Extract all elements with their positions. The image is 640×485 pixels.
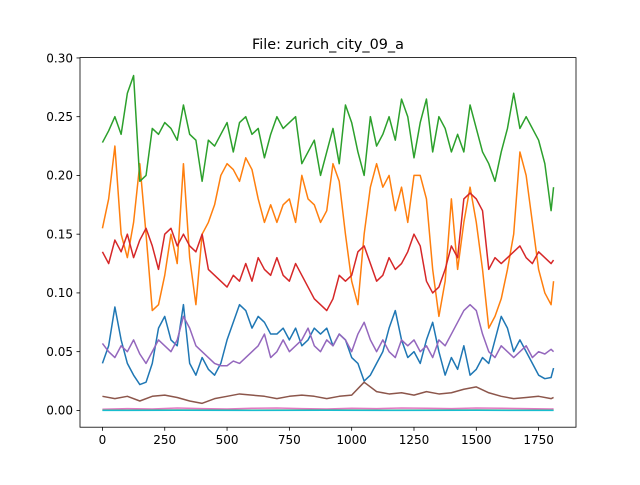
x-tick-label: 250 <box>153 433 176 447</box>
x-tick-label: 1250 <box>399 433 430 447</box>
x-tick-label: 500 <box>216 433 239 447</box>
y-tick-label: 0.20 <box>46 169 73 183</box>
chart-title: File: zurich_city_09_a <box>252 37 404 53</box>
y-tick-label: 0.15 <box>46 227 73 241</box>
y-tick-label: 0.25 <box>46 110 73 124</box>
y-tick-label: 0.00 <box>46 404 73 418</box>
x-tick-label: 1000 <box>336 433 367 447</box>
x-tick-label: 1500 <box>461 433 492 447</box>
y-tick-label: 0.30 <box>46 51 73 65</box>
x-tick-label: 0 <box>99 433 107 447</box>
y-tick-label: 0.05 <box>46 345 73 359</box>
x-tick-label: 750 <box>278 433 301 447</box>
y-tick-label: 0.10 <box>46 286 73 300</box>
x-tick-label: 1750 <box>523 433 554 447</box>
